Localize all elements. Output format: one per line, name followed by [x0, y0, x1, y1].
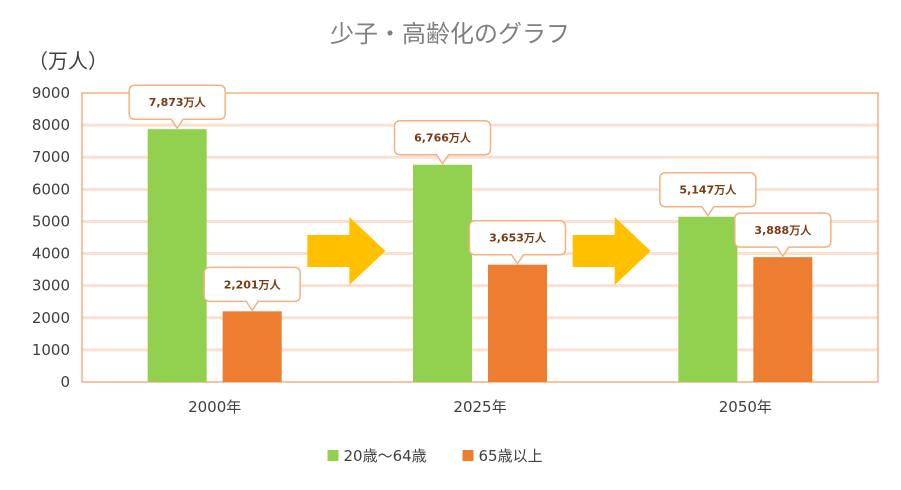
x-category-label: 2000年	[188, 398, 241, 416]
y-tick-label: 9000	[32, 84, 70, 102]
arrow-icon	[572, 217, 651, 285]
y-tick-label: 8000	[32, 116, 70, 134]
data-label-callout	[203, 266, 301, 312]
data-label-callout	[659, 171, 757, 218]
x-category-label: 2050年	[719, 398, 772, 416]
legend-label: 20歳～64歳	[344, 447, 427, 465]
bar	[147, 129, 207, 382]
data-label: 6,766万人	[414, 131, 472, 145]
legend-swatch	[327, 450, 339, 461]
bar	[488, 264, 547, 382]
chart-title: 少子・高齢化のグラフ	[330, 20, 570, 48]
y-tick-label: 5000	[32, 212, 70, 230]
y-tick-label: 6000	[32, 180, 70, 198]
bar	[678, 216, 738, 382]
data-label: 5,147万人	[679, 183, 737, 197]
legend-label: 65歳以上	[479, 447, 543, 465]
plot-area: 0 1000 2000 3000 4000 5000 6000 7000 8000 9000 7,8…	[32, 84, 879, 416]
y-tick-label: 1000	[32, 341, 70, 359]
bar	[222, 311, 282, 382]
data-label: 3,653万人	[489, 231, 547, 245]
data-label: 3,888万人	[754, 223, 812, 237]
plot-frame	[81, 92, 879, 383]
bar	[753, 257, 813, 382]
y-tick-label: 7000	[32, 148, 70, 166]
y-tick-label: 3000	[32, 277, 70, 295]
data-label: 7,873万人	[149, 95, 207, 109]
legend-swatch	[462, 450, 474, 461]
data-label-callout	[128, 84, 226, 130]
data-label: 2,201万人	[224, 277, 282, 291]
y-tick-label: 0	[60, 373, 70, 391]
data-label-callout	[734, 212, 832, 258]
arrow-icon	[307, 217, 386, 285]
x-category-label: 2025年	[453, 398, 506, 416]
y-tick-label: 2000	[32, 309, 70, 327]
data-label-callout	[393, 119, 492, 166]
y-axis-unit-label: （万人）	[28, 49, 108, 73]
legend: 20歳～64歳 65歳以上	[327, 447, 543, 465]
y-tick-label: 4000	[32, 245, 70, 263]
data-label-callout	[468, 219, 567, 266]
bar	[413, 164, 472, 382]
